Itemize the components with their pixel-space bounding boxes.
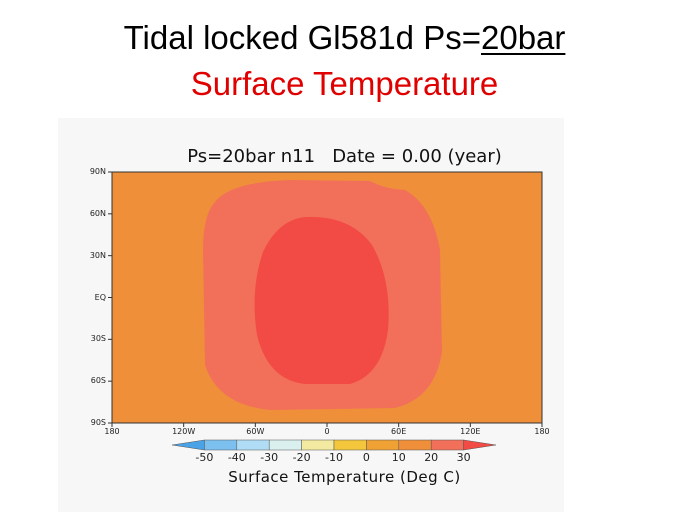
colorbar-swatch	[301, 439, 335, 451]
colorbar-swatch	[430, 439, 464, 451]
colorbar-swatch	[171, 439, 205, 451]
colorbar-tick-label: 30	[456, 451, 471, 464]
lat-tick-label: 60S	[90, 376, 106, 386]
colorbar-tick-label: -10	[325, 451, 343, 464]
lat-tick-label: 30N	[89, 250, 106, 260]
lon-tick-label: 60W	[246, 427, 265, 436]
plot-title: Ps=20bar n11 Date = 0.00 (year)	[187, 146, 502, 167]
lon-tick-marks	[111, 423, 543, 427]
lat-tick-label: 30S	[90, 334, 106, 344]
colorbar-title: Surface Temperature (Deg C)	[228, 468, 461, 486]
lat-tick-label: EQ	[94, 292, 106, 302]
lon-tick-label: 180	[104, 427, 120, 436]
lat-tick-label: 90N	[89, 167, 106, 176]
lon-tick-label: 180	[534, 427, 550, 436]
colorbar-swatch	[463, 439, 497, 451]
colorbar-swatch	[366, 439, 400, 451]
colorbar-swatch	[398, 439, 432, 451]
colorbar-swatch	[333, 439, 367, 451]
colorbar-tick-label: 20	[424, 451, 439, 464]
colorbar-swatch	[268, 439, 302, 451]
lon-tick-label: 120W	[172, 427, 196, 436]
slide-title-text: Tidal locked Gl581d Ps=	[123, 19, 481, 56]
map-core-region	[254, 216, 389, 384]
lat-tick-marks	[108, 171, 112, 424]
colorbar-tick-label: -40	[227, 451, 246, 464]
lon-tick-label: 120E	[460, 427, 481, 436]
slide-subtitle: Surface Temperature	[190, 65, 499, 102]
colorbar-tick-label: -30	[260, 451, 279, 464]
slide-title: Tidal locked Gl581d Ps=20bar	[0, 18, 689, 58]
colorbar-tick-label: -50	[195, 451, 214, 464]
colorbar	[171, 439, 497, 451]
lon-tick-label: 60E	[391, 427, 407, 436]
lon-tick-label: 0	[324, 427, 330, 436]
lat-tick-label: 90S	[90, 418, 106, 427]
colorbar-swatch	[204, 439, 238, 451]
colorbar-swatch	[236, 439, 270, 451]
colorbar-tick-label: 10	[391, 451, 406, 464]
colorbar-tick-label: 0	[362, 451, 370, 464]
colorbar-tick-label: -20	[292, 451, 311, 464]
slide-title-underlined: 20bar	[481, 19, 566, 56]
lat-tick-label: 60N	[89, 208, 106, 218]
